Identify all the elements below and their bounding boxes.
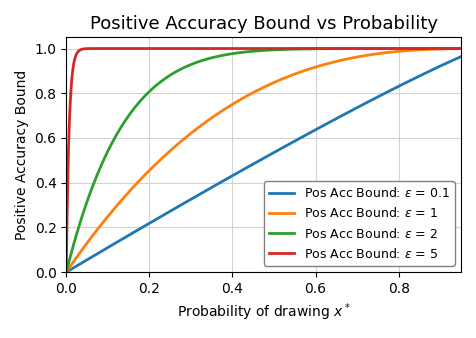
Pos Acc Bound: $\varepsilon$ = 1: (0.462, 0.815): $\varepsilon$ = 1: (0.462, 0.815) [255, 88, 261, 92]
Pos Acc Bound: $\varepsilon$ = 5: (0.223, 1): $\varepsilon$ = 5: (0.223, 1) [156, 47, 162, 51]
Pos Acc Bound: $\varepsilon$ = 0.1: (0.748, 0.782): $\varepsilon$ = 0.1: (0.748, 0.782) [374, 95, 380, 99]
Pos Acc Bound: $\varepsilon$ = 1: (0.922, 0.999): $\varepsilon$ = 1: (0.922, 0.999) [446, 47, 452, 51]
Line: Pos Acc Bound: $\varepsilon$ = 1: Pos Acc Bound: $\varepsilon$ = 1 [66, 49, 461, 272]
Pos Acc Bound: $\varepsilon$ = 2: (0.748, 1): $\varepsilon$ = 2: (0.748, 1) [374, 47, 380, 51]
Pos Acc Bound: $\varepsilon$ = 5: (0.923, 1): $\varepsilon$ = 5: (0.923, 1) [447, 47, 453, 51]
Pos Acc Bound: $\varepsilon$ = 5: (0.95, 1): $\varepsilon$ = 5: (0.95, 1) [458, 47, 464, 51]
Pos Acc Bound: $\varepsilon$ = 1: (0.95, 1): $\varepsilon$ = 1: (0.95, 1) [458, 47, 464, 51]
Pos Acc Bound: $\varepsilon$ = 0.1: (0.922, 0.941): $\varepsilon$ = 0.1: (0.922, 0.941) [446, 60, 452, 64]
Pos Acc Bound: $\varepsilon$ = 5: (0, 0): $\varepsilon$ = 5: (0, 0) [63, 270, 69, 274]
Pos Acc Bound: $\varepsilon$ = 0.1: (0.0485, 0.0534): $\varepsilon$ = 0.1: (0.0485, 0.0534) [84, 258, 89, 262]
Pos Acc Bound: $\varepsilon$ = 2: (0.437, 0.986): $\varepsilon$ = 2: (0.437, 0.986) [245, 50, 250, 54]
Pos Acc Bound: $\varepsilon$ = 5: (0.0485, 0.999): $\varepsilon$ = 5: (0.0485, 0.999) [84, 47, 89, 51]
Pos Acc Bound: $\varepsilon$ = 1: (0.748, 0.976): $\varepsilon$ = 1: (0.748, 0.976) [374, 52, 380, 56]
Pos Acc Bound: $\varepsilon$ = 0.1: (0.922, 0.94): $\varepsilon$ = 0.1: (0.922, 0.94) [446, 60, 452, 64]
Y-axis label: Positive Accuracy Bound: Positive Accuracy Bound [15, 70, 29, 240]
Pos Acc Bound: $\varepsilon$ = 0.1: (0.462, 0.496): $\varepsilon$ = 0.1: (0.462, 0.496) [255, 159, 261, 163]
Pos Acc Bound: $\varepsilon$ = 0.1: (0.95, 0.964): $\varepsilon$ = 0.1: (0.95, 0.964) [458, 55, 464, 59]
Pos Acc Bound: $\varepsilon$ = 5: (0.748, 1): $\varepsilon$ = 5: (0.748, 1) [375, 47, 380, 51]
Pos Acc Bound: $\varepsilon$ = 1: (0.437, 0.79): $\varepsilon$ = 1: (0.437, 0.79) [245, 94, 250, 98]
Pos Acc Bound: $\varepsilon$ = 2: (0.95, 1): $\varepsilon$ = 2: (0.95, 1) [458, 47, 464, 51]
Pos Acc Bound: $\varepsilon$ = 5: (0.922, 1): $\varepsilon$ = 5: (0.922, 1) [446, 47, 452, 51]
Line: Pos Acc Bound: $\varepsilon$ = 5: Pos Acc Bound: $\varepsilon$ = 5 [66, 49, 461, 272]
Pos Acc Bound: $\varepsilon$ = 0.1: (0.437, 0.47): $\varepsilon$ = 0.1: (0.437, 0.47) [245, 165, 250, 169]
Legend: Pos Acc Bound: $\varepsilon$ = 0.1, Pos Acc Bound: $\varepsilon$ = 1, Pos Acc Bo: Pos Acc Bound: $\varepsilon$ = 0.1, Pos … [264, 181, 455, 266]
Pos Acc Bound: $\varepsilon$ = 5: (0.437, 1): $\varepsilon$ = 5: (0.437, 1) [245, 47, 251, 51]
Pos Acc Bound: $\varepsilon$ = 1: (0.922, 0.999): $\varepsilon$ = 1: (0.922, 0.999) [446, 47, 452, 51]
X-axis label: Probability of drawing $x^*$: Probability of drawing $x^*$ [177, 301, 350, 323]
Title: Positive Accuracy Bound vs Probability: Positive Accuracy Bound vs Probability [89, 15, 437, 33]
Pos Acc Bound: $\varepsilon$ = 2: (0.462, 0.99): $\varepsilon$ = 2: (0.462, 0.99) [255, 49, 261, 53]
Pos Acc Bound: $\varepsilon$ = 1: (0, 0): $\varepsilon$ = 1: (0, 0) [63, 270, 69, 274]
Pos Acc Bound: $\varepsilon$ = 0.1: (0, 0): $\varepsilon$ = 0.1: (0, 0) [63, 270, 69, 274]
Line: Pos Acc Bound: $\varepsilon$ = 0.1: Pos Acc Bound: $\varepsilon$ = 0.1 [66, 57, 461, 272]
Pos Acc Bound: $\varepsilon$ = 2: (0.922, 1): $\varepsilon$ = 2: (0.922, 1) [446, 47, 452, 51]
Pos Acc Bound: $\varepsilon$ = 2: (0.0485, 0.307): $\varepsilon$ = 2: (0.0485, 0.307) [84, 201, 89, 206]
Pos Acc Bound: $\varepsilon$ = 2: (0, 0): $\varepsilon$ = 2: (0, 0) [63, 270, 69, 274]
Pos Acc Bound: $\varepsilon$ = 5: (0.462, 1): $\varepsilon$ = 5: (0.462, 1) [256, 47, 261, 51]
Line: Pos Acc Bound: $\varepsilon$ = 2: Pos Acc Bound: $\varepsilon$ = 2 [66, 49, 461, 272]
Pos Acc Bound: $\varepsilon$ = 2: (0.922, 1): $\varepsilon$ = 2: (0.922, 1) [446, 47, 452, 51]
Pos Acc Bound: $\varepsilon$ = 1: (0.0485, 0.126): $\varepsilon$ = 1: (0.0485, 0.126) [84, 242, 89, 246]
